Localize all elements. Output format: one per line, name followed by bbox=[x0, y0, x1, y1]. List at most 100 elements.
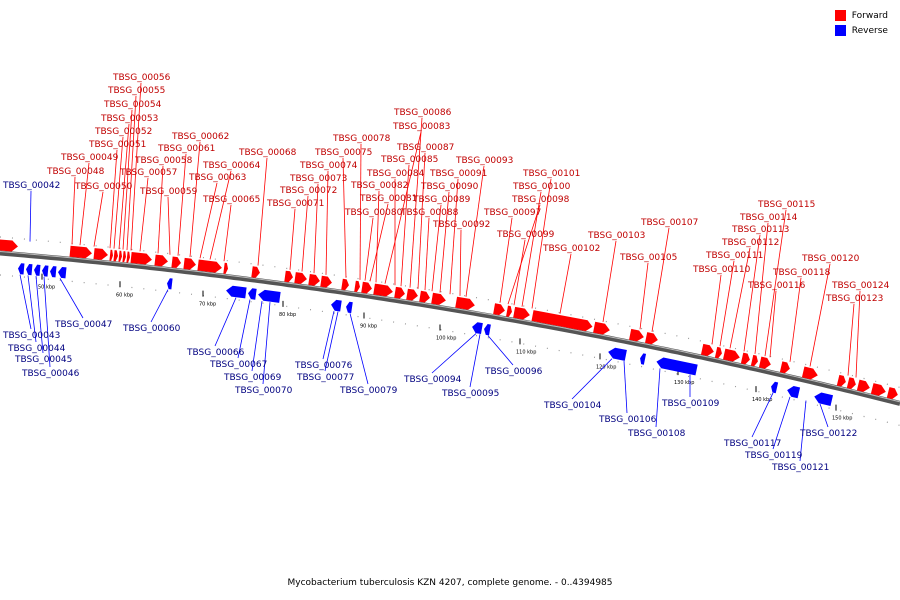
reverse-leader bbox=[262, 302, 271, 385]
forward-gene-label: TBSG_00099 bbox=[496, 230, 555, 240]
forward-gene-label: TBSG_00101 bbox=[522, 169, 580, 179]
reverse-leader bbox=[29, 190, 32, 242]
forward-leader bbox=[531, 178, 552, 309]
forward-gene bbox=[354, 280, 360, 292]
forward-gene-label: TBSG_00116 bbox=[747, 281, 806, 291]
forward-gene bbox=[183, 257, 196, 270]
forward-leader bbox=[439, 191, 450, 293]
forward-gene-label: TBSG_00110 bbox=[692, 265, 751, 275]
reverse-gene bbox=[484, 324, 491, 336]
forward-gene bbox=[320, 275, 332, 288]
forward-leader bbox=[177, 153, 187, 256]
reverse-gene-label: TBSG_00043 bbox=[2, 331, 60, 341]
forward-leader bbox=[325, 170, 329, 275]
reverse-leader bbox=[431, 333, 477, 374]
forward-gene-label: TBSG_00114 bbox=[739, 213, 798, 223]
legend-reverse[interactable]: Reverse bbox=[834, 23, 888, 38]
reverse-gene bbox=[472, 322, 483, 335]
forward-gene-label: TBSG_00100 bbox=[512, 182, 571, 192]
forward-leader bbox=[424, 217, 430, 291]
forward-gene-label: TBSG_00084 bbox=[366, 169, 425, 179]
forward-gene-label: TBSG_00098 bbox=[511, 195, 570, 205]
forward-gene-label: TBSG_00112 bbox=[721, 238, 779, 248]
forward-leader bbox=[719, 260, 735, 347]
forward-gene bbox=[714, 346, 722, 359]
forward-leader bbox=[122, 109, 133, 250]
forward-leader bbox=[711, 274, 722, 345]
forward-leader bbox=[126, 95, 137, 251]
tick-label: 120 kbp bbox=[596, 364, 616, 370]
forward-leader bbox=[109, 149, 118, 249]
reverse-gene bbox=[18, 263, 25, 275]
forward-leader bbox=[139, 177, 149, 252]
forward-gene-label: TBSG_00089 bbox=[412, 195, 471, 205]
forward-gene-label: TBSG_00118 bbox=[772, 268, 831, 278]
reverse-gene-label: TBSG_00077 bbox=[296, 373, 354, 383]
forward-gene-label: TBSG_00075 bbox=[314, 148, 372, 158]
reverse-gene bbox=[34, 264, 41, 276]
forward-leader bbox=[93, 191, 104, 247]
forward-gene bbox=[294, 272, 307, 284]
reverse-gene bbox=[26, 263, 33, 276]
forward-gene bbox=[308, 274, 320, 286]
forward-leader bbox=[223, 204, 232, 262]
forward-gene-label: TBSG_00120 bbox=[801, 254, 860, 264]
forward-gene bbox=[801, 366, 818, 380]
forward-leader bbox=[789, 277, 802, 362]
forward-gene bbox=[419, 290, 430, 303]
forward-leader bbox=[257, 157, 268, 266]
forward-gene bbox=[251, 266, 260, 278]
legend-forward[interactable]: Forward bbox=[834, 8, 888, 23]
reverse-gene-label: TBSG_00096 bbox=[484, 367, 543, 377]
reverse-leader bbox=[487, 335, 514, 366]
tick-label: 100 kbp bbox=[436, 335, 456, 341]
reverse-leader bbox=[772, 396, 791, 450]
forward-gene-label: TBSG_00086 bbox=[393, 108, 452, 118]
forward-leader bbox=[521, 191, 542, 307]
legend: Forward Reverse bbox=[834, 8, 888, 38]
forward-gene-label: TBSG_00058 bbox=[134, 156, 193, 166]
reverse-gene-label: TBSG_00045 bbox=[14, 355, 72, 365]
reverse-leader bbox=[322, 310, 335, 360]
forward-gene bbox=[645, 332, 658, 345]
forward-leader bbox=[113, 136, 124, 249]
reverse-gene-label: TBSG_00104 bbox=[543, 401, 602, 411]
backbone-line bbox=[0, 250, 900, 406]
forward-gene bbox=[493, 303, 505, 316]
reverse-leader bbox=[237, 299, 251, 359]
reverse-leader bbox=[655, 368, 661, 428]
forward-gene bbox=[779, 361, 790, 374]
reverse-gene bbox=[258, 289, 281, 303]
forward-leader bbox=[417, 152, 426, 289]
reverse-gene-label: TBSG_00067 bbox=[209, 360, 267, 370]
reverse-gene-label: TBSG_00122 bbox=[799, 429, 857, 439]
forward-gene bbox=[836, 374, 846, 387]
forward-gene bbox=[118, 250, 122, 262]
scale-ticks: 50 kbp 60 kbp 70 kbp 80 kbp 90 kbp 100 kbp 110… bbox=[38, 273, 852, 422]
forward-gene bbox=[361, 281, 372, 294]
reverse-gene-label: TBSG_00070 bbox=[234, 386, 293, 396]
forward-leader bbox=[301, 195, 309, 272]
reverse-gene bbox=[656, 357, 698, 376]
reverse-leader bbox=[819, 403, 829, 428]
forward-gene-label: TBSG_00113 bbox=[731, 225, 789, 235]
backbone-highlight bbox=[0, 251, 900, 403]
forward-leader bbox=[855, 290, 861, 378]
reverse-gene-label: TBSG_00095 bbox=[441, 389, 499, 399]
reverse-leader bbox=[251, 301, 263, 372]
forward-gene bbox=[171, 256, 181, 269]
forward-leader bbox=[743, 234, 761, 352]
forward-gene bbox=[284, 270, 293, 283]
forward-leader bbox=[847, 303, 855, 376]
reverse-gene-label: TBSG_00117 bbox=[723, 439, 781, 449]
reverse-gene-label: TBSG_00044 bbox=[7, 344, 66, 354]
forward-gene-label: TBSG_00063 bbox=[188, 173, 246, 183]
forward-gene-label: TBSG_00082 bbox=[350, 181, 408, 191]
forward-gene bbox=[506, 305, 512, 317]
forward-gene bbox=[197, 259, 222, 273]
forward-leader bbox=[465, 165, 485, 297]
forward-gene bbox=[455, 296, 475, 310]
reverse-gene bbox=[58, 266, 67, 279]
forward-leader bbox=[431, 204, 442, 292]
tick-label: 110 kbp bbox=[516, 349, 536, 355]
